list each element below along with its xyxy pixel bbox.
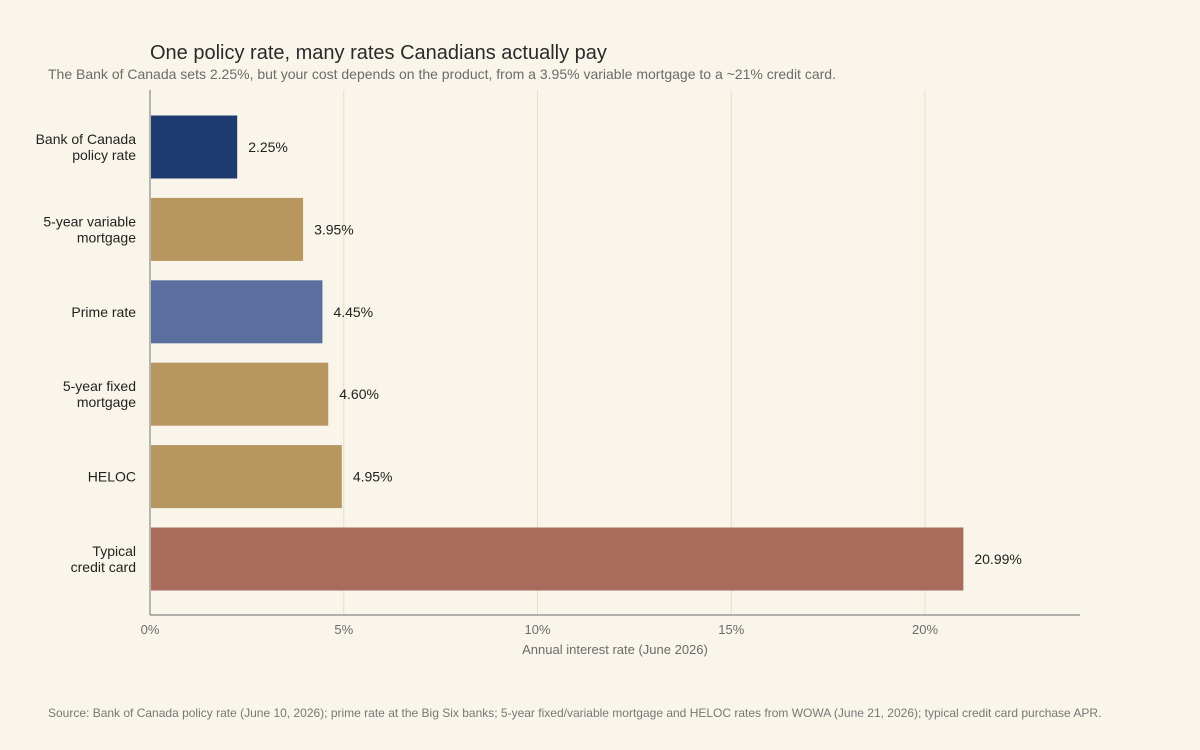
chart-title: One policy rate, many rates Canadians ac… [150, 42, 607, 64]
bar-value-label: 4.60% [339, 386, 379, 402]
bar [151, 362, 329, 426]
category-label: Typical credit card [71, 543, 136, 575]
x-tick-label: 0% [141, 622, 160, 637]
bar-value-label: 4.95% [353, 469, 393, 485]
bar [151, 527, 964, 591]
x-tick-label: 20% [912, 622, 938, 637]
x-tick-label: 5% [334, 622, 353, 637]
bar-value-label: 20.99% [974, 551, 1021, 567]
bar-value-label: 4.45% [333, 304, 373, 320]
category-label: 5-year variable mortgage [43, 213, 136, 245]
x-tick-label: 10% [524, 622, 550, 637]
bar [151, 197, 304, 261]
source-note: Source: Bank of Canada policy rate (June… [48, 706, 1102, 720]
bar [151, 115, 238, 179]
category-label: HELOC [88, 469, 136, 485]
category-label: Bank of Canada policy rate [36, 131, 137, 163]
x-axis-title: Annual interest rate (June 2026) [522, 642, 708, 657]
bar-value-label: 2.25% [248, 139, 288, 155]
chart-subtitle: The Bank of Canada sets 2.25%, but your … [48, 66, 836, 82]
category-label: Prime rate [71, 304, 136, 320]
bar-value-label: 3.95% [314, 221, 354, 237]
axes: 0% 5% 10% 15% 20% Annual interest rate (June … [141, 90, 1080, 657]
bars [151, 115, 964, 591]
category-label: 5-year fixed mortgage [63, 378, 136, 410]
x-tick-label: 15% [718, 622, 744, 637]
labels: 2.25% Bank of Canada policy rate 3.95% 5-yea… [36, 131, 1022, 575]
bar [151, 445, 342, 509]
bar [151, 280, 323, 344]
